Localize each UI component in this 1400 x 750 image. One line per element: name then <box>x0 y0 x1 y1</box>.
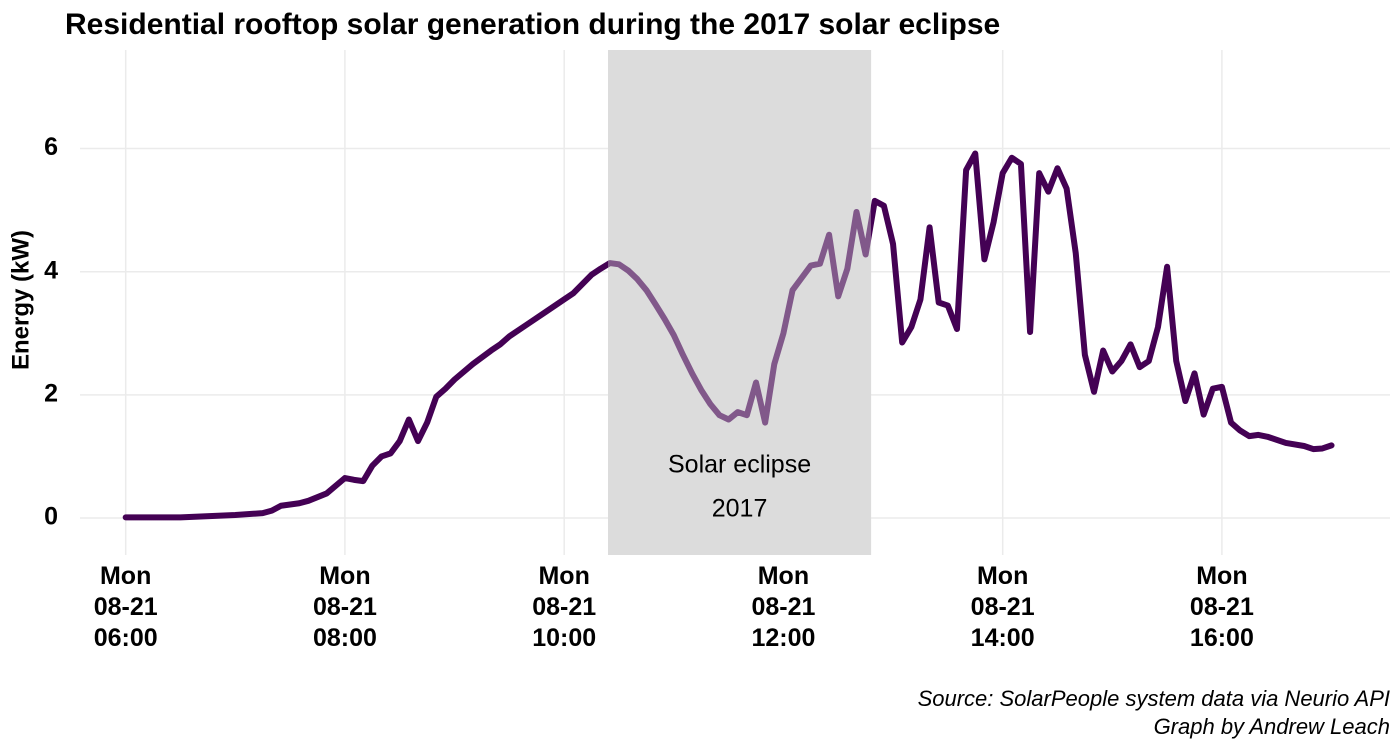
x-tick-label: Mon 08-21 14:00 <box>971 562 1035 652</box>
line-layer <box>122 150 1335 521</box>
x-tick-label: Mon 08-21 06:00 <box>94 562 158 652</box>
data-line <box>122 150 1335 521</box>
y-tick-label: 6 <box>44 133 58 161</box>
x-tick-label: Mon 08-21 16:00 <box>1190 562 1254 652</box>
chart-title: Residential rooftop solar generation dur… <box>65 8 1000 41</box>
labels: Residential rooftop solar generation dur… <box>7 8 1390 739</box>
annotation-text: 2017 <box>712 495 768 523</box>
x-tick-label: Mon 08-21 08:00 <box>313 562 377 652</box>
caption: Graph by Andrew Leach <box>1154 714 1390 739</box>
annotation <box>608 50 872 555</box>
y-tick-label: 2 <box>44 379 58 407</box>
y-tick-label: 4 <box>44 256 58 284</box>
y-axis-title: Energy (kW) <box>7 230 34 370</box>
y-tick-label: 0 <box>44 503 58 531</box>
caption: Source: SolarPeople system data via Neur… <box>918 686 1390 711</box>
eclipse-band <box>608 50 872 555</box>
annotation-text: Solar eclipse <box>668 451 811 479</box>
x-tick-label: Mon 08-21 10:00 <box>532 562 596 652</box>
x-tick-label: Mon 08-21 12:00 <box>751 562 815 652</box>
